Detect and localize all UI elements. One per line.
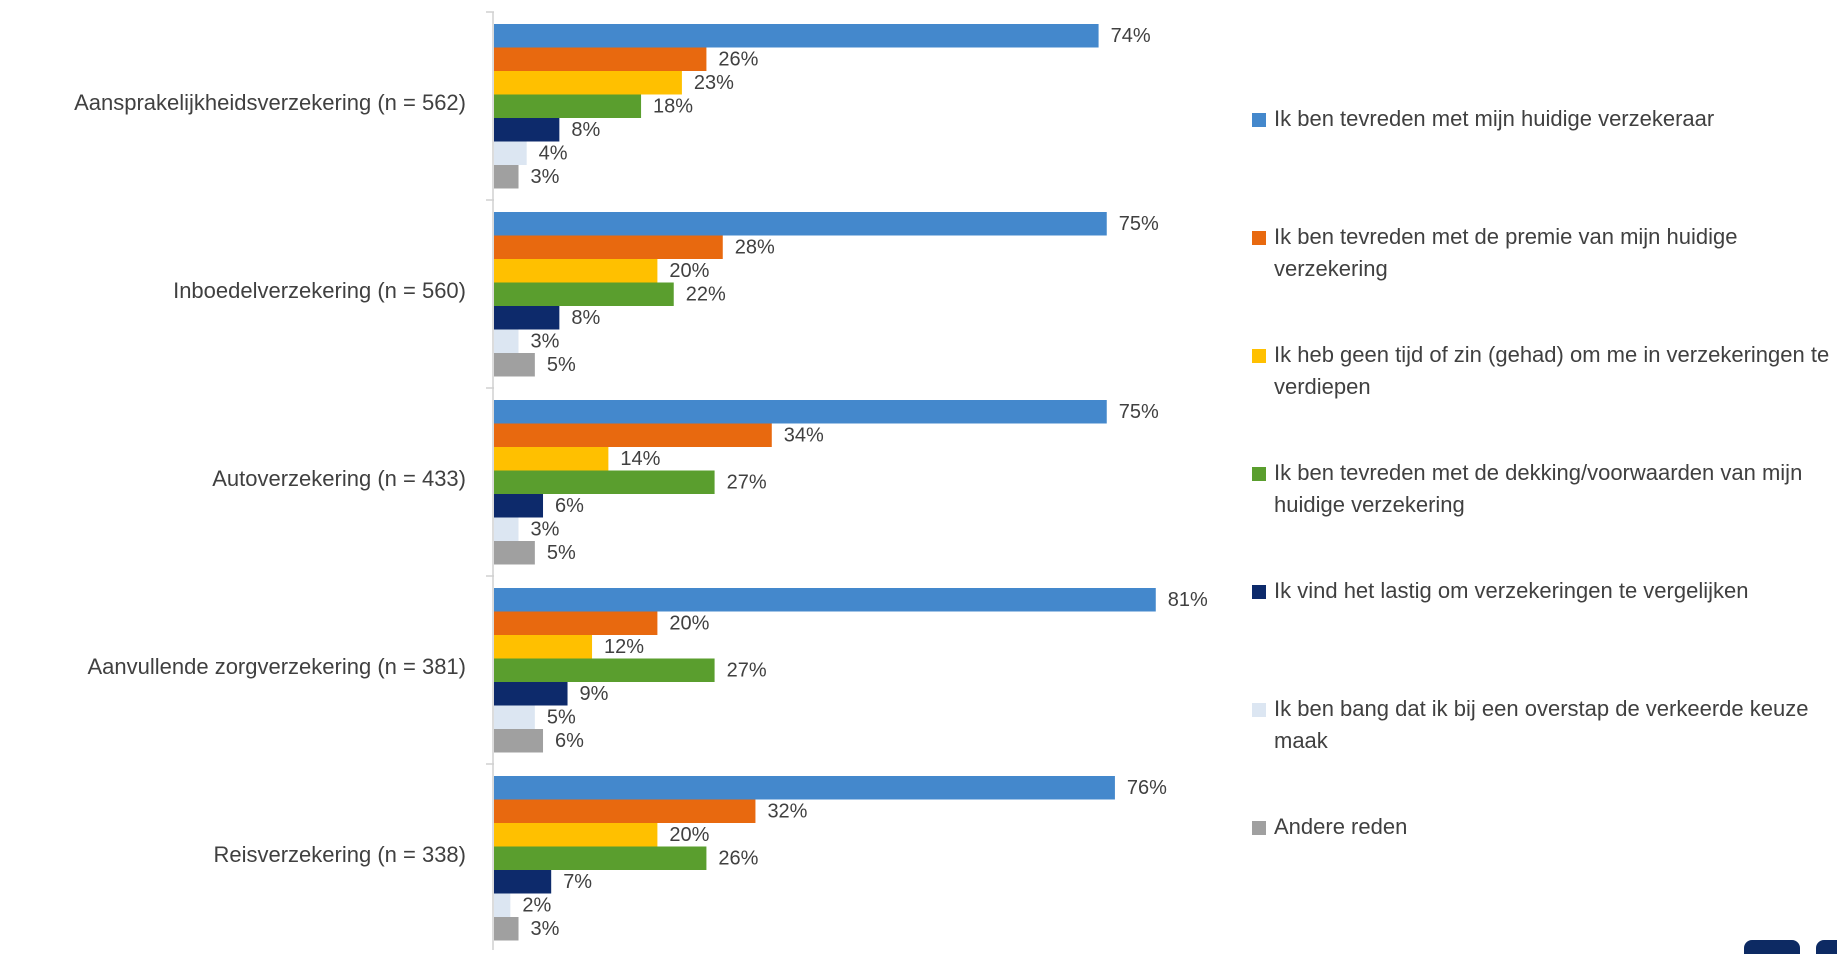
category-label: Inboedelverzekering (n = 560) xyxy=(173,278,466,303)
data-label: 5% xyxy=(547,707,576,729)
data-label: 3% xyxy=(531,166,560,188)
data-label: 4% xyxy=(539,143,568,165)
bar xyxy=(494,212,1107,236)
legend: Ik ben tevreden met mijn huidige verzeke… xyxy=(1252,0,1837,950)
bar xyxy=(494,917,519,941)
data-label: 6% xyxy=(555,730,584,752)
legend-swatch xyxy=(1252,467,1266,481)
bar-chart: Aansprakelijkheidsverzekering (n = 562) I… xyxy=(74,11,1208,950)
data-label: 14% xyxy=(620,448,660,470)
bar xyxy=(494,71,682,95)
corner-nav-button[interactable] xyxy=(1816,940,1837,954)
data-label: 75% xyxy=(1119,401,1159,423)
data-label: 28% xyxy=(735,237,775,259)
category-label: Aanvullende zorgverzekering (n = 381) xyxy=(87,654,466,679)
bar xyxy=(494,705,535,729)
bar xyxy=(494,47,707,71)
data-label: 34% xyxy=(784,425,824,447)
legend-label: Andere reden xyxy=(1274,814,1408,839)
legend-swatch xyxy=(1252,703,1266,717)
bar xyxy=(494,611,658,635)
legend-swatch xyxy=(1252,349,1266,363)
bar xyxy=(494,470,715,494)
bar xyxy=(494,588,1156,612)
data-label: 27% xyxy=(727,660,767,682)
bar xyxy=(494,517,519,541)
data-label: 20% xyxy=(669,613,709,635)
legend-swatch xyxy=(1252,821,1266,835)
corner-nav-button[interactable] xyxy=(1744,940,1800,954)
legend-label: Ik heb geen tijd of zin (gehad) om me in… xyxy=(1274,342,1830,399)
bar xyxy=(494,729,544,753)
legend-swatch xyxy=(1252,231,1266,245)
bar xyxy=(494,447,609,471)
bar xyxy=(494,118,560,142)
data-label: 20% xyxy=(669,824,709,846)
category-label: Autoverzekering (n = 433) xyxy=(212,466,466,491)
bar xyxy=(494,893,511,917)
data-label: 9% xyxy=(580,683,609,705)
bar xyxy=(494,24,1099,48)
data-label: 6% xyxy=(555,495,584,517)
bar xyxy=(494,306,560,330)
bar xyxy=(494,165,519,189)
legend-swatch xyxy=(1252,113,1266,127)
data-label: 12% xyxy=(604,636,644,658)
bar xyxy=(494,94,642,118)
bar xyxy=(494,823,658,847)
data-label: 75% xyxy=(1119,213,1159,235)
data-label: 18% xyxy=(653,96,693,118)
data-label: 26% xyxy=(718,848,758,870)
category-label: Reisverzekering (n = 338) xyxy=(213,842,466,867)
legend-label: Ik ben tevreden met de premie van mijn h… xyxy=(1274,224,1738,281)
data-label: 3% xyxy=(531,519,560,541)
legend-label: Ik ben bang dat ik bij een overstap de v… xyxy=(1274,696,1809,753)
bar xyxy=(494,235,723,259)
data-label: 5% xyxy=(547,354,576,376)
bar xyxy=(494,682,568,706)
data-label: 5% xyxy=(547,542,576,564)
data-label: 8% xyxy=(571,119,600,141)
bar xyxy=(494,353,535,377)
legend-label: Ik ben tevreden met mijn huidige verzeke… xyxy=(1274,106,1715,131)
data-label: 3% xyxy=(531,918,560,940)
category-label: Aansprakelijkheidsverzekering (n = 562) xyxy=(74,90,466,115)
data-label: 76% xyxy=(1127,777,1167,799)
legend-swatch xyxy=(1252,585,1266,599)
data-label: 81% xyxy=(1168,589,1208,611)
bar xyxy=(494,541,535,565)
data-label: 7% xyxy=(563,871,592,893)
data-label: 20% xyxy=(669,260,709,282)
bar xyxy=(494,329,519,353)
data-label: 26% xyxy=(718,49,758,71)
legend-label: Ik vind het lastig om verzekeringen te v… xyxy=(1274,578,1749,603)
data-label: 32% xyxy=(767,801,807,823)
data-label: 22% xyxy=(686,284,726,306)
data-label: 74% xyxy=(1111,25,1151,47)
bar xyxy=(494,259,658,283)
legend-label: Ik ben tevreden met de dekking/voorwaard… xyxy=(1274,460,1803,517)
data-label: 23% xyxy=(694,72,734,94)
data-label: 2% xyxy=(522,895,551,917)
bar xyxy=(494,870,552,894)
bar xyxy=(494,799,756,823)
bar xyxy=(494,776,1115,800)
bar xyxy=(494,423,772,447)
bar xyxy=(494,494,544,518)
data-label: 3% xyxy=(531,331,560,353)
bar xyxy=(494,282,674,306)
bar xyxy=(494,846,707,870)
data-label: 8% xyxy=(571,307,600,329)
bar xyxy=(494,400,1107,424)
data-label: 27% xyxy=(727,472,767,494)
bar xyxy=(494,658,715,682)
bar xyxy=(494,635,593,659)
bar xyxy=(494,141,527,165)
